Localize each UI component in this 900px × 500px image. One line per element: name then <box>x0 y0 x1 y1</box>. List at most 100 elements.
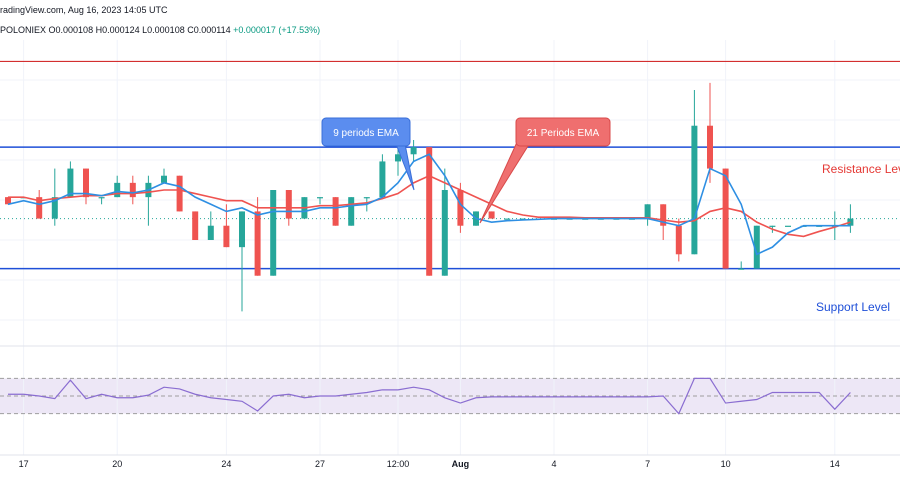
x-tick-label: 7 <box>645 459 650 469</box>
candle-body <box>36 197 43 219</box>
candle <box>488 211 495 219</box>
candle-body <box>488 211 495 219</box>
candle <box>519 218 526 220</box>
rsi-level-lines <box>0 377 900 415</box>
candle <box>644 204 651 226</box>
chart-header: radingView.com, Aug 16, 2023 14:05 UTC P… <box>0 0 900 40</box>
candle-body <box>83 168 89 198</box>
candle-body <box>707 125 713 169</box>
chart-source-line: radingView.com, Aug 16, 2023 14:05 UTC <box>0 5 168 15</box>
candle-body <box>239 211 245 248</box>
candle <box>738 261 745 270</box>
candle <box>707 82 713 183</box>
candle <box>722 168 729 269</box>
candle <box>847 204 854 233</box>
rsi-line <box>8 377 851 415</box>
x-tick-label: 12:00 <box>387 459 410 469</box>
candle-body <box>363 197 370 199</box>
candle <box>83 168 89 205</box>
ohlc-close: C0.000114 <box>187 25 231 35</box>
ohlc-low: L0.000108 <box>142 25 185 35</box>
ema9-line <box>7 153 851 256</box>
candle <box>145 175 152 226</box>
candle <box>67 161 74 198</box>
candle <box>5 197 11 205</box>
x-tick-label: 4 <box>551 459 556 469</box>
candle-body <box>67 168 74 198</box>
candle <box>254 197 261 276</box>
candle <box>270 190 277 276</box>
resistance-level-label: Resistance Level <box>822 162 900 176</box>
candle-body <box>98 197 105 199</box>
candle-body <box>161 175 167 183</box>
candle-body <box>348 197 355 226</box>
ema9-callout: 9 periods EMA <box>321 117 415 191</box>
candle <box>441 168 448 276</box>
candle <box>379 154 386 198</box>
candle <box>691 90 698 255</box>
candle-body <box>504 218 511 220</box>
candle <box>504 218 511 220</box>
candle-body <box>644 204 651 219</box>
candle-body <box>207 225 214 240</box>
ema21-callout-box <box>515 117 611 147</box>
candle-body <box>176 175 183 212</box>
candle-body <box>519 218 526 220</box>
candle-body <box>5 197 11 205</box>
candle-body <box>426 147 433 276</box>
candle-body <box>285 190 292 219</box>
candle-body <box>51 197 58 219</box>
candle-body <box>270 190 277 276</box>
x-tick-label: 24 <box>221 459 231 469</box>
candle-body <box>332 197 339 226</box>
x-tick-label: 10 <box>721 459 731 469</box>
candle <box>98 197 105 205</box>
candle-body <box>254 211 261 276</box>
ema21-line <box>8 174 851 238</box>
ema9-callout-box <box>321 117 411 147</box>
candle-body <box>691 125 698 255</box>
support-level-label: Support Level <box>816 300 890 314</box>
candle <box>176 175 183 212</box>
candle <box>395 147 401 176</box>
candle <box>207 211 214 240</box>
candle-body <box>114 182 121 198</box>
ema21-callout-label: 21 Periods EMA <box>527 128 600 139</box>
candle-body <box>785 225 791 227</box>
candle <box>753 225 760 269</box>
candle <box>317 197 323 205</box>
candle-body <box>769 225 776 227</box>
ema21-callout: 21 Periods EMA <box>479 117 611 224</box>
ohlc-high: H0.000124 <box>95 25 140 35</box>
candle-body <box>660 204 667 226</box>
x-tick-label: 14 <box>830 459 840 469</box>
candle-body <box>675 225 682 255</box>
candle <box>192 211 199 240</box>
candle-body <box>192 211 199 240</box>
x-tick-label: 27 <box>315 459 325 469</box>
candle-body <box>317 197 323 199</box>
candles <box>5 82 854 312</box>
candle <box>51 168 58 226</box>
candle <box>426 147 433 276</box>
candle-body <box>738 268 745 270</box>
candle <box>785 225 791 227</box>
candle-body <box>457 190 464 226</box>
ohlc-open: O0.000108 <box>48 25 94 35</box>
candle-body <box>223 225 230 248</box>
exchange-name: POLONIEX <box>0 25 47 35</box>
candle <box>410 140 417 162</box>
candle-body <box>753 225 760 269</box>
candle-body <box>395 154 401 162</box>
ema9-callout-label: 9 periods EMA <box>333 128 399 139</box>
candle <box>239 211 245 312</box>
candle-body <box>379 161 386 198</box>
candle <box>129 175 136 205</box>
candle <box>348 197 355 226</box>
candle <box>161 168 167 183</box>
x-tick-label: 17 <box>19 459 29 469</box>
candle-body <box>441 190 448 276</box>
x-axis-ticks: 17 20 24 27 12:00 Aug 4 7 10 14 <box>19 459 840 469</box>
candle <box>332 197 339 226</box>
